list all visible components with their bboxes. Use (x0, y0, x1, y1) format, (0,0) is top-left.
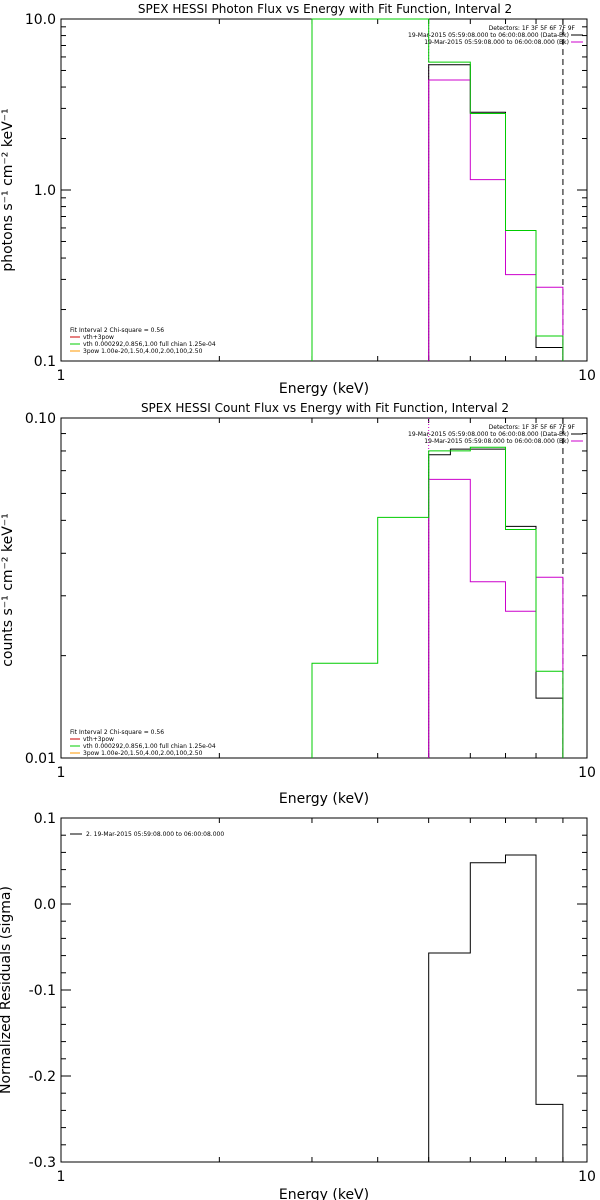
fit-legend-entry-text: vth 0.000292,0.856,1.00 full chian 1.25e… (83, 341, 216, 348)
photon-legend: Detectors: 1F 3F 5F 6F 7F 9F19-Mar-2015 … (70, 25, 583, 355)
y-tick-label: -0.2 (29, 1069, 56, 1085)
x-tick-label: 1 (57, 765, 66, 781)
count-panel-title: SPEX HESSI Count Flux vs Energy with Fit… (141, 401, 509, 415)
fit-legend-header: Fit Interval 2 Chi-square = 0.56 (70, 729, 164, 736)
series-green-step-line (311, 18, 564, 361)
photon-y-axis-label: photons s⁻¹ cm⁻² keV⁻¹ (0, 108, 16, 271)
x-tick-label: 10 (578, 765, 596, 781)
x-tick-label: 1 (57, 1169, 66, 1185)
count-series (311, 446, 564, 758)
y-tick-label: 0.1 (34, 811, 56, 827)
count-plot-frame (60, 417, 588, 759)
count-flux-panel: SPEX HESSI Count Flux vs Energy with Fit… (0, 401, 596, 807)
residuals-y-axis-label: Normalized Residuals (sigma) (0, 886, 14, 1094)
legend-entry-text: 19-Mar-2015 05:59:08.000 to 06:00:08.000… (408, 431, 569, 438)
x-tick-label: 10 (578, 1169, 596, 1185)
fit-legend-entry-text: vth 0.000292,0.856,1.00 full chian 1.25e… (83, 743, 216, 750)
residuals-axis-ticks: 1 10 0.1 0.0 -0.1 -0.2 -0.3 (29, 811, 596, 1185)
photon-series (311, 18, 564, 361)
y-tick-label: 0.1 (34, 354, 56, 370)
x-tick-label: 10 (578, 368, 596, 384)
residuals-panel: 1 10 0.1 0.0 -0.1 -0.2 -0.3 2. 19-Mar-2015 05:… (0, 811, 596, 1200)
count-axis-ticks: 1 10 0.01 0.10 (25, 411, 596, 781)
photon-panel-title: SPEX HESSI Photon Flux vs Energy with Fi… (138, 2, 512, 16)
fit-legend-entry-text: vth+3pow (83, 334, 114, 341)
legend-header: Detectors: 1F 3F 5F 6F 7F 9F (489, 424, 576, 431)
residuals-x-axis-label: Energy (keV) (279, 1187, 369, 1200)
fit-legend-entry-text: 3pow 1.00e-20,1.50,4.00,2.00,100,2.50 (83, 750, 203, 757)
y-tick-label: 10.0 (25, 12, 56, 28)
series-black-step-line (428, 854, 564, 1162)
count-legend: Detectors: 1F 3F 5F 6F 7F 9F19-Mar-2015 … (70, 424, 583, 757)
y-tick-label: 0.01 (25, 751, 56, 767)
fit-legend-header: Fit Interval 2 Chi-square = 0.56 (70, 327, 164, 334)
legend-entry-text: 19-Mar-2015 05:59:08.000 to 06:00:08.000… (424, 39, 569, 46)
legend-entry-text: 19-Mar-2015 05:59:08.000 to 06:00:08.000… (408, 32, 569, 39)
residuals-legend: 2. 19-Mar-2015 05:59:08.000 to 06:00:08.… (70, 831, 224, 838)
y-tick-label: -0.1 (29, 983, 56, 999)
y-tick-label: -0.3 (29, 1155, 56, 1171)
legend-entry-text: 2. 19-Mar-2015 05:59:08.000 to 06:00:08.… (86, 831, 224, 838)
fit-legend-entry-text: vth+3pow (83, 736, 114, 743)
y-tick-label: 0.10 (25, 411, 56, 427)
photon-x-axis-label: Energy (keV) (279, 381, 369, 397)
y-tick-label: 0.0 (34, 897, 56, 913)
count-x-axis-label: Energy (keV) (279, 791, 369, 807)
residuals-series (428, 854, 564, 1162)
series-green-step-line (311, 446, 564, 758)
photon-flux-panel: SPEX HESSI Photon Flux vs Energy with Fi… (0, 2, 596, 397)
legend-entry-text: 19-Mar-2015 05:59:08.000 to 06:00:08.000… (424, 438, 569, 445)
fit-legend-entry-text: 3pow 1.00e-20,1.50,4.00,2.00,100,2.50 (83, 348, 203, 355)
series-magenta-step-line (428, 478, 564, 758)
count-y-axis-label: counts s⁻¹ cm⁻² keV⁻¹ (0, 513, 16, 667)
legend-header: Detectors: 1F 3F 5F 6F 7F 9F (489, 25, 576, 32)
x-tick-label: 1 (57, 368, 66, 384)
y-tick-label: 1.0 (34, 183, 56, 199)
